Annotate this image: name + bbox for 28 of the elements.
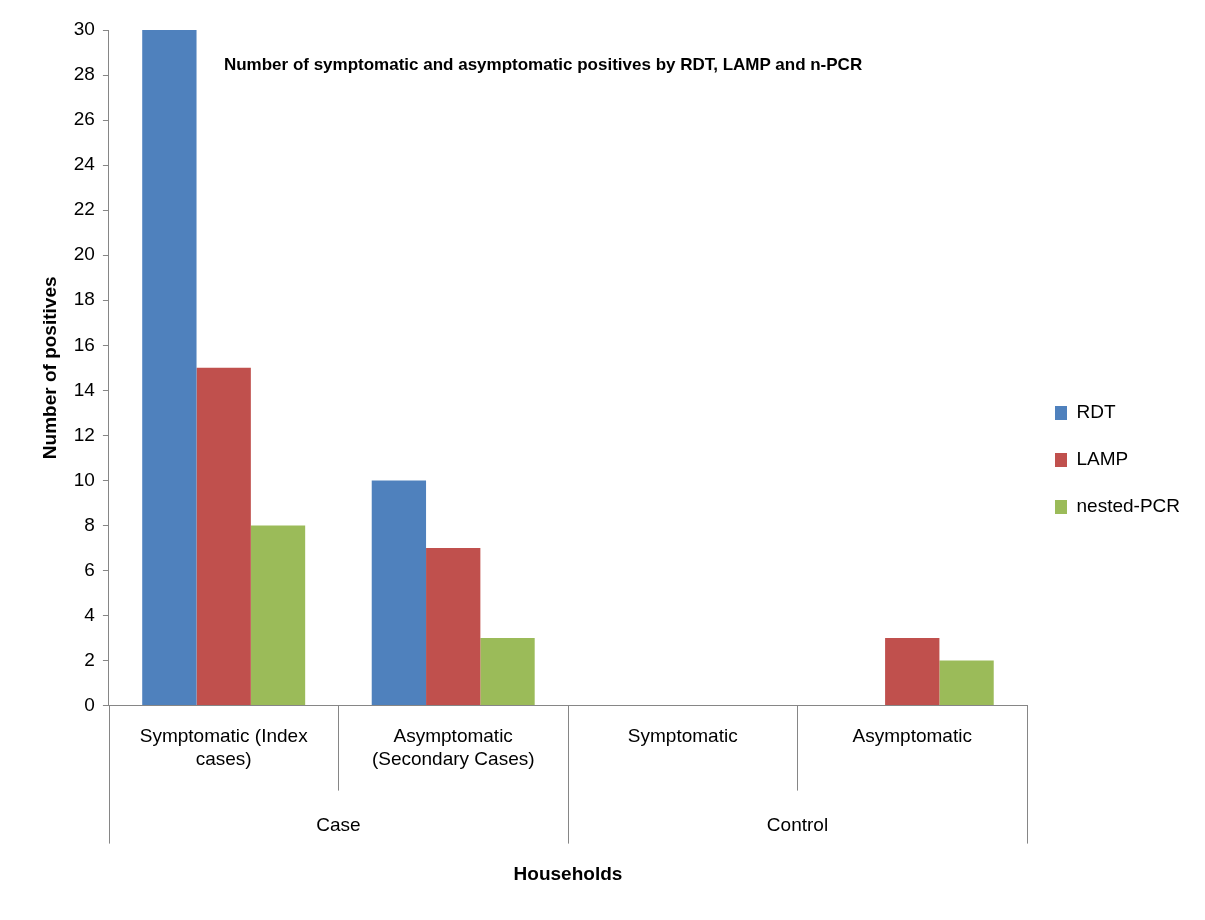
y-tick-label: 18 [73, 288, 95, 310]
y-tick-label: 2 [84, 648, 95, 670]
y-tick-label: 10 [73, 468, 95, 490]
y-tick-label: 26 [73, 108, 95, 130]
y-tick-label: 28 [73, 63, 95, 85]
y-tick-label: 16 [73, 333, 95, 355]
y-tick-label: 12 [73, 423, 95, 445]
legend-label: RDT [1076, 401, 1116, 423]
text: Case [316, 813, 361, 835]
x-axis-title: Households [513, 862, 623, 884]
y-axis-title: Number of positives [38, 276, 60, 460]
y-tick-label: 14 [73, 378, 96, 400]
x-tick-label: Asymptomatic [852, 725, 972, 747]
y-tick-label: 30 [73, 18, 95, 40]
y-tick-label: 6 [84, 558, 95, 580]
y-tick-label: 0 [84, 693, 95, 715]
text: Control [766, 813, 829, 835]
y-tick-label: 22 [73, 198, 95, 220]
legend-label: nested-PCR [1076, 495, 1181, 517]
legend-label: LAMP [1076, 448, 1129, 470]
y-tick-label: 20 [73, 243, 95, 265]
x-tick-label: Symptomatic (Index cases) [139, 725, 309, 770]
x-tick-label: Asymptomatic (Secondary Cases) [371, 725, 535, 770]
x-tick-label: Symptomatic [627, 725, 738, 747]
y-tick-label: 4 [84, 603, 96, 625]
text: Number of symptomatic and asymptomatic positives by RDT, LAMP and n-PCR [223, 54, 863, 74]
y-tick-label: 8 [84, 513, 95, 535]
y-tick-label: 24 [73, 153, 96, 175]
